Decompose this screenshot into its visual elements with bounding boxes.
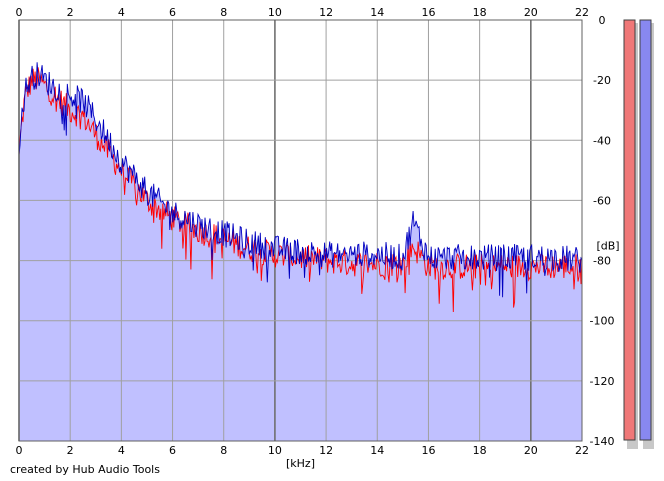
y-tick-label: 0 bbox=[599, 14, 606, 27]
x-tick-label-top: 18 bbox=[473, 6, 487, 19]
x-tick-label-top: 0 bbox=[16, 6, 23, 19]
x-tick-label-top: 16 bbox=[421, 6, 435, 19]
x-tick-label-bottom: 16 bbox=[421, 444, 435, 457]
credit-text: created by Hub Audio Tools bbox=[10, 463, 160, 476]
x-tick-label-bottom: 14 bbox=[370, 444, 384, 457]
plot-frame bbox=[18, 19, 583, 442]
x-tick-label-top: 14 bbox=[370, 6, 384, 19]
x-tick-label-top: 2 bbox=[67, 6, 74, 19]
x-tick-label-top: 10 bbox=[268, 6, 282, 19]
series-right-channel bbox=[18, 62, 583, 298]
y-tick-label: -20 bbox=[593, 74, 611, 87]
x-tick-label-bottom: 6 bbox=[169, 444, 176, 457]
y-tick-label: -80 bbox=[593, 255, 611, 268]
x-tick-label-bottom: 0 bbox=[16, 444, 23, 457]
y-tick-label: -60 bbox=[593, 194, 611, 207]
x-tick-label-top: 6 bbox=[169, 6, 176, 19]
x-tick-label-bottom: 22 bbox=[575, 444, 589, 457]
x-tick-label-top: 8 bbox=[220, 6, 227, 19]
grid-lines bbox=[18, 19, 583, 442]
x-tick-label-bottom: 10 bbox=[268, 444, 282, 457]
axes: 002244668810101212141416161818202022220-… bbox=[16, 6, 620, 470]
x-tick-label-bottom: 12 bbox=[319, 444, 333, 457]
x-tick-label-top: 4 bbox=[118, 6, 125, 19]
x-axis-label: [kHz] bbox=[286, 457, 315, 470]
x-tick-label-bottom: 20 bbox=[524, 444, 538, 457]
x-tick-label-bottom: 2 bbox=[67, 444, 74, 457]
x-tick-label-top: 12 bbox=[319, 6, 333, 19]
x-tick-label-bottom: 18 bbox=[473, 444, 487, 457]
level-meter-right bbox=[639, 19, 652, 441]
x-tick-label-bottom: 8 bbox=[220, 444, 227, 457]
x-tick-label-top: 22 bbox=[575, 6, 589, 19]
y-tick-label: -40 bbox=[593, 134, 611, 147]
x-tick-label-top: 20 bbox=[524, 6, 538, 19]
x-tick-label-bottom: 4 bbox=[118, 444, 125, 457]
level-meter-left bbox=[623, 19, 636, 441]
y-tick-label: -100 bbox=[590, 315, 615, 328]
series-lines bbox=[18, 62, 583, 313]
level-meters bbox=[623, 19, 654, 449]
y-tick-label: -140 bbox=[590, 435, 615, 448]
y-axis-label: [dB] bbox=[596, 240, 619, 253]
y-tick-label: -120 bbox=[590, 375, 615, 388]
